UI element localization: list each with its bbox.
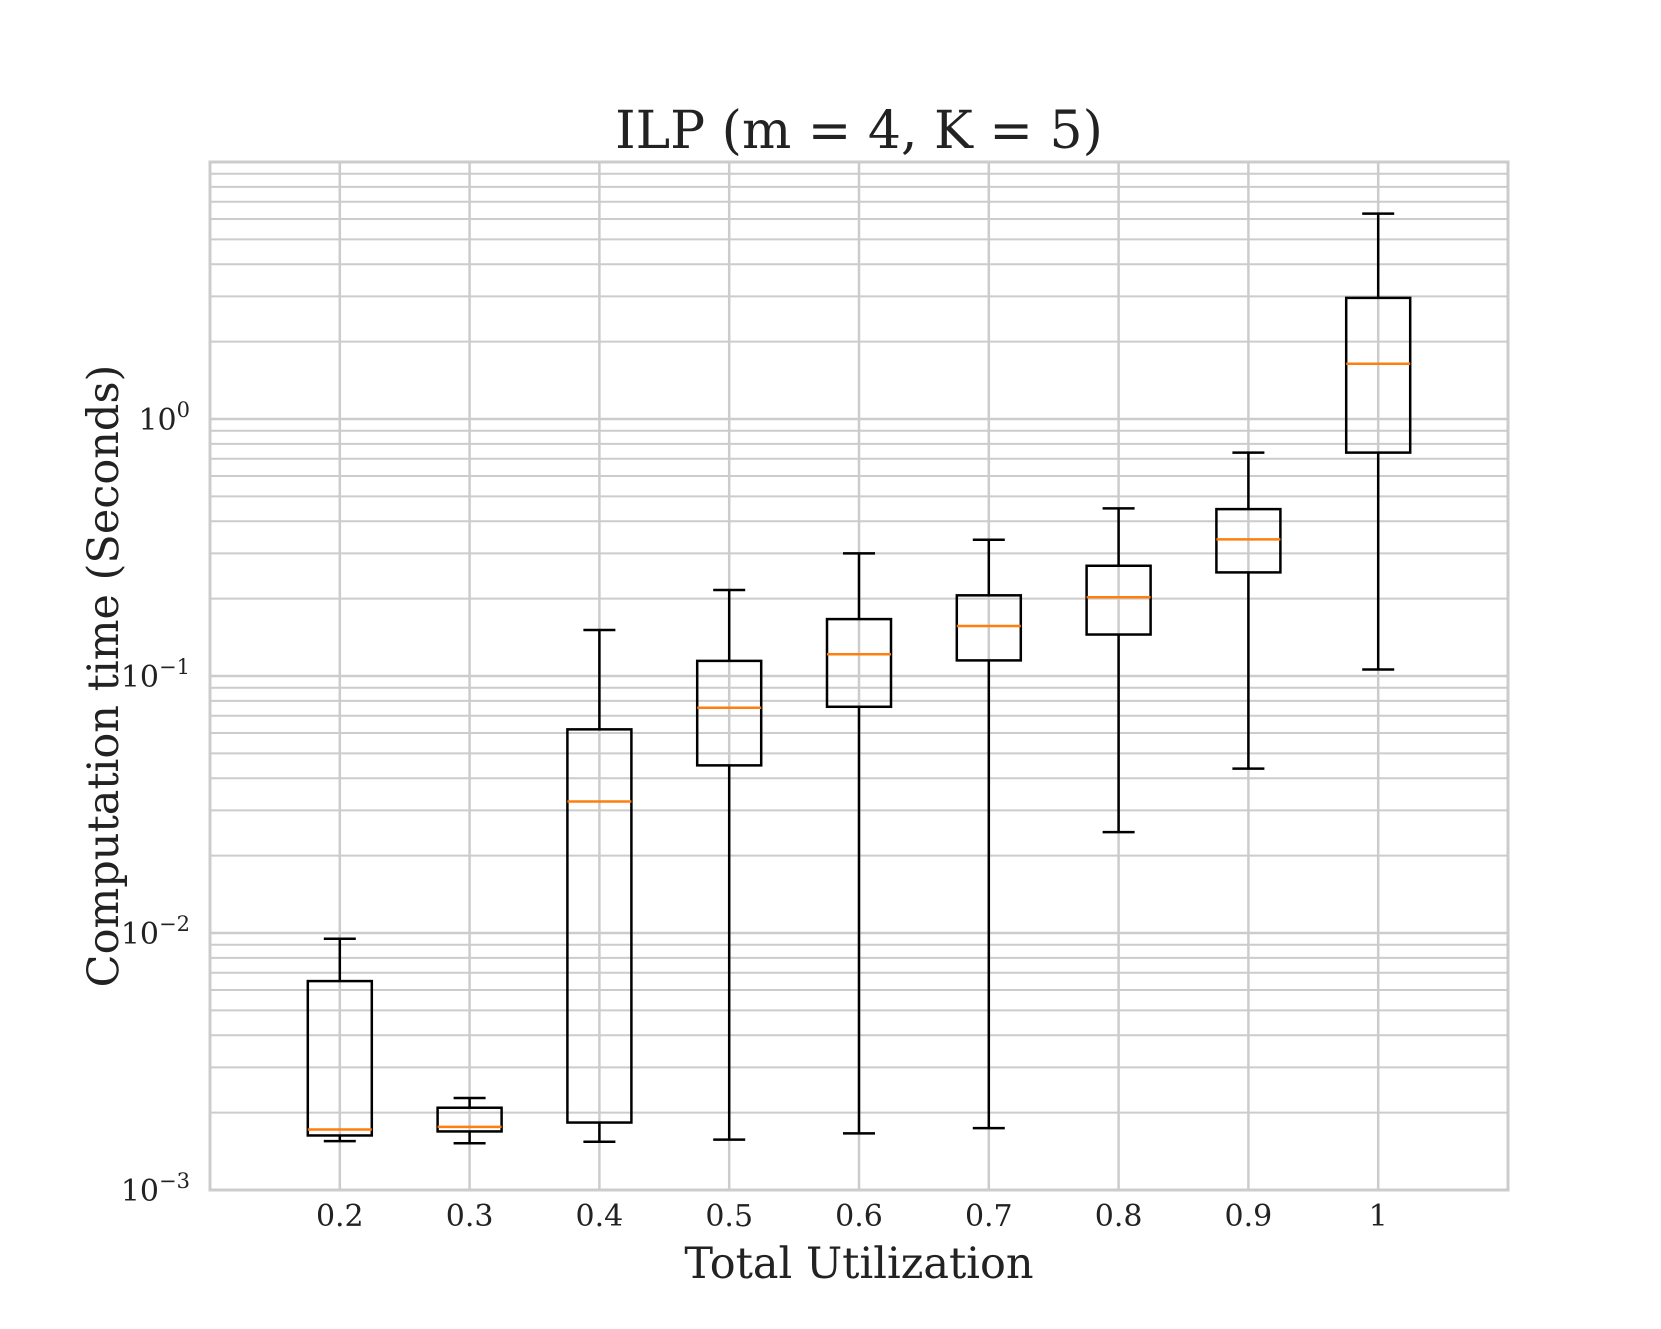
box-0.5 (695, 588, 763, 1141)
x-tick-label: 0.7 (965, 1199, 1013, 1234)
iqr-box (306, 979, 374, 1137)
iqr-box (1344, 296, 1412, 454)
y-tick-labels: 100 10−1 10−2 10−3 (121, 398, 190, 1209)
box-0.2 (306, 937, 374, 1143)
y-tick-label: 10−2 (121, 912, 190, 952)
box-series (306, 212, 1412, 1145)
x-tick-label: 0.3 (446, 1199, 494, 1234)
iqr-box (566, 728, 633, 1124)
x-tick-label: 0.6 (835, 1199, 883, 1234)
box-0.9 (1215, 451, 1282, 770)
iqr-box (1085, 564, 1152, 636)
x-tick-label: 0.2 (316, 1199, 364, 1234)
x-tick-label: 0.4 (576, 1199, 624, 1234)
iqr-box (695, 659, 763, 767)
x-tick-label: 0.9 (1225, 1199, 1273, 1234)
y-axis-label: Computation time (Seconds) (79, 365, 129, 988)
y-tick-label: 100 (138, 398, 190, 438)
box-0.4 (566, 628, 633, 1144)
y-tick-label: 10−3 (121, 1169, 190, 1209)
y-tick-label: 10−1 (121, 655, 190, 695)
box-0.6 (825, 552, 893, 1135)
iqr-box (955, 594, 1023, 662)
iqr-box (436, 1106, 503, 1133)
chart-title: ILP (m = 4, K = 5) (615, 101, 1103, 161)
x-tick-label: 0.8 (1095, 1199, 1143, 1234)
x-tick-label: 1 (1369, 1199, 1388, 1234)
box-0.3 (436, 1096, 503, 1145)
iqr-box (1215, 507, 1282, 574)
iqr-box (825, 617, 893, 709)
box-1 (1344, 212, 1412, 671)
x-tick-label: 0.5 (705, 1199, 753, 1234)
x-axis-label: Total Utilization (684, 1239, 1033, 1289)
box-0.7 (955, 538, 1023, 1130)
plot-area-frame (208, 160, 1510, 1192)
x-tick-labels: 0.2 0.3 0.4 0.5 0.6 0.7 0.8 0.9 1 (316, 1199, 1388, 1234)
box-0.8 (1085, 507, 1152, 834)
